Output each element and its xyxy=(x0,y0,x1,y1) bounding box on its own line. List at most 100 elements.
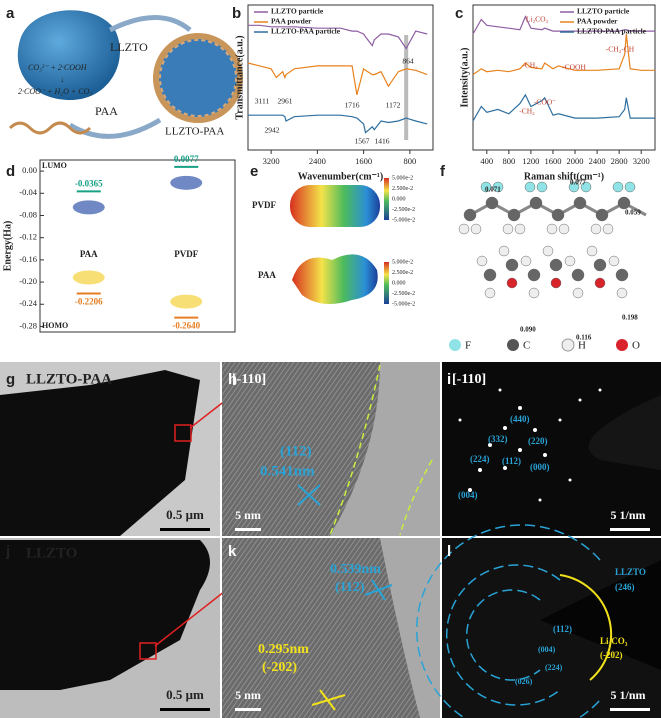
atom xyxy=(520,255,532,267)
atom xyxy=(492,181,504,193)
label: LLZTO xyxy=(110,40,148,54)
y-tick-label: -0.08 xyxy=(19,209,37,219)
panel-letter: a xyxy=(6,5,15,22)
value-label: -0.0365 xyxy=(75,178,103,188)
panel-letter: c xyxy=(455,5,463,22)
atom xyxy=(624,181,636,193)
x-tick-label: 2000 xyxy=(567,156,584,166)
colorbar-label: -2.500e-2 xyxy=(392,291,415,297)
panel-letter: d xyxy=(6,163,15,180)
label: [-110] xyxy=(232,372,266,387)
y-axis-label: Intensity(a.u.) xyxy=(459,47,470,107)
esp-map xyxy=(292,254,378,304)
series-line xyxy=(472,33,655,76)
series-line xyxy=(248,24,428,50)
y-tick-label: -0.12 xyxy=(19,232,37,242)
atom xyxy=(617,196,631,210)
panel-letter: k xyxy=(228,543,237,560)
reaction: ↓ xyxy=(60,75,64,84)
atom xyxy=(590,223,602,235)
series-name: LUMO xyxy=(42,161,67,170)
scale-bar: 5 1/nm xyxy=(610,508,645,522)
scale-bar: 5 nm xyxy=(235,508,261,522)
x-tick-label: 800 xyxy=(502,156,515,166)
panel-letter: e xyxy=(250,163,258,180)
legend-label: PAA powder xyxy=(577,17,618,26)
plot-frame xyxy=(247,4,434,151)
colorbar-label: 2.500e-2 xyxy=(392,186,413,192)
panel-i: [-110] (440) (332) (220) (224) (112) (00… xyxy=(442,362,661,536)
llzto-sphere xyxy=(17,10,120,100)
annotation: -COO⁻ xyxy=(534,98,556,107)
colorbar-label: 2.500e-2 xyxy=(392,270,413,276)
atom xyxy=(484,287,496,299)
atom xyxy=(506,277,518,289)
atom xyxy=(527,268,541,282)
panel-j: LLZTO 0.5 μm xyxy=(0,538,263,718)
label: LLZTO-PAA xyxy=(26,371,112,387)
panel-a: LLZTO PAA LLZTO-PAA CO₃²⁻ + 2·COOH ↓ 2·C… xyxy=(8,10,243,139)
spot-label: (332) xyxy=(488,434,508,444)
panel-letter: f xyxy=(440,163,446,180)
value-label: 0.0077 xyxy=(174,154,199,164)
scale-bar: 5 nm xyxy=(235,688,261,702)
annotation: 1567 xyxy=(355,137,370,146)
legend-label: H xyxy=(578,340,586,352)
orbital xyxy=(170,294,203,309)
annotation: Li₂CO₃ xyxy=(526,15,549,24)
legend-label: LLZTO particle xyxy=(271,7,324,16)
atom xyxy=(551,208,565,222)
atom xyxy=(615,268,629,282)
orbital xyxy=(72,270,105,285)
panel-letter: g xyxy=(6,371,15,388)
legend-label: LLZTO particle xyxy=(577,7,630,16)
atom xyxy=(546,223,558,235)
charge: 0.077 xyxy=(570,179,586,187)
colorbar xyxy=(384,262,389,304)
colorbar-label: -5.000e-2 xyxy=(392,301,415,307)
label: [-110] xyxy=(452,372,486,387)
atom xyxy=(568,181,580,193)
reaction: CO₃²⁻ + 2·COOH xyxy=(28,63,88,72)
atom-legend: F C H O 0.071 0.077 0.059 0.090 0.116 0.… xyxy=(449,179,641,352)
y-axis-label: Energy(Ha) xyxy=(2,221,13,272)
x-tick-label: 2400 xyxy=(309,156,326,166)
label: 0.541nm xyxy=(260,463,315,479)
annotation: -COOH xyxy=(562,63,586,72)
scale-bar: 5 1/nm xyxy=(610,688,645,702)
y-tick-label: -0.04 xyxy=(19,187,37,197)
y-tick-label: -0.24 xyxy=(19,298,37,308)
y-tick-label: 0.00 xyxy=(22,165,37,175)
orbital xyxy=(170,175,203,190)
panel-l: LLZTO (246) (112) Li₂CO₃ (-202) (004) (2… xyxy=(415,524,661,718)
panel-h: [-110] (112) 0.541nm 5 nm xyxy=(222,362,440,536)
spot-label: (000) xyxy=(530,462,550,472)
atom xyxy=(529,196,543,210)
atom xyxy=(470,223,482,235)
x-axis-label: Wavenumber(cm⁻¹) xyxy=(298,171,383,182)
panel-letter: h xyxy=(228,371,237,388)
label: 0.295nm xyxy=(258,642,309,657)
panel-letter: j xyxy=(5,543,10,560)
x-axis-label: Raman shift(cm⁻¹) xyxy=(524,171,604,182)
charge: 0.071 xyxy=(485,186,501,194)
category-label: PVDF xyxy=(174,249,198,259)
atom xyxy=(550,277,562,289)
atom xyxy=(586,245,598,257)
atom xyxy=(616,287,628,299)
atom xyxy=(580,181,592,193)
annotation: -CH₂-CH xyxy=(606,45,635,54)
series-line xyxy=(472,15,655,35)
annotation: 1716 xyxy=(345,101,360,110)
reaction: 2·COO⁻ + H₂O + CO₂ xyxy=(18,87,92,96)
x-tick-label: 800 xyxy=(404,156,417,166)
atom xyxy=(602,223,614,235)
legend-label: C xyxy=(523,340,530,352)
annotation: 864 xyxy=(402,57,414,66)
annotation: 2942 xyxy=(265,126,280,135)
annotation: 1172 xyxy=(386,101,401,110)
label: PAA xyxy=(258,270,276,280)
atom xyxy=(536,181,548,193)
paa-chain xyxy=(8,121,92,135)
